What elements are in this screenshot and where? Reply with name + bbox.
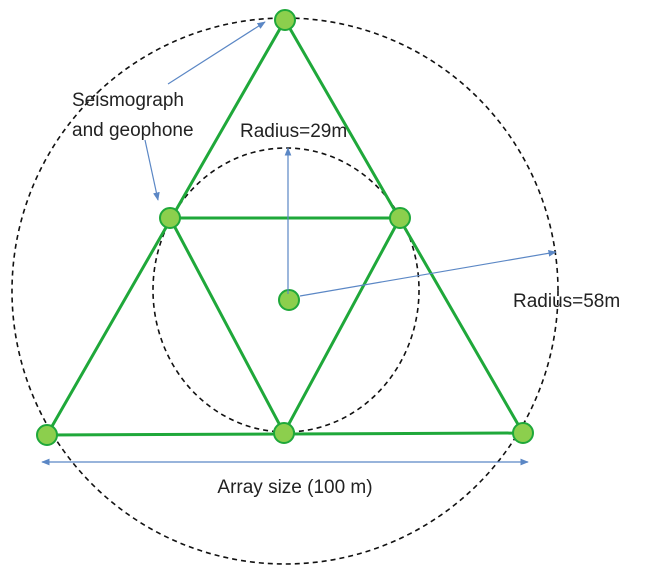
node	[36, 424, 58, 446]
inner-circle	[152, 147, 420, 433]
arrow	[144, 139, 160, 201]
label: Seismograph	[72, 90, 184, 111]
inner-triangle	[167, 216, 403, 437]
label: Array size (100 m)	[217, 477, 372, 498]
label: Radius=29m	[240, 121, 347, 142]
node	[389, 207, 411, 229]
arrow	[299, 249, 557, 297]
label: and geophone	[72, 120, 194, 141]
outer-circle	[11, 17, 559, 565]
node	[512, 422, 534, 444]
node	[278, 289, 300, 311]
label: Radius=58m	[513, 291, 620, 312]
outer-triangle	[44, 16, 526, 437]
node	[274, 9, 296, 31]
nodes	[36, 9, 534, 446]
arrow	[167, 21, 266, 85]
node	[159, 207, 181, 229]
node	[273, 422, 295, 444]
